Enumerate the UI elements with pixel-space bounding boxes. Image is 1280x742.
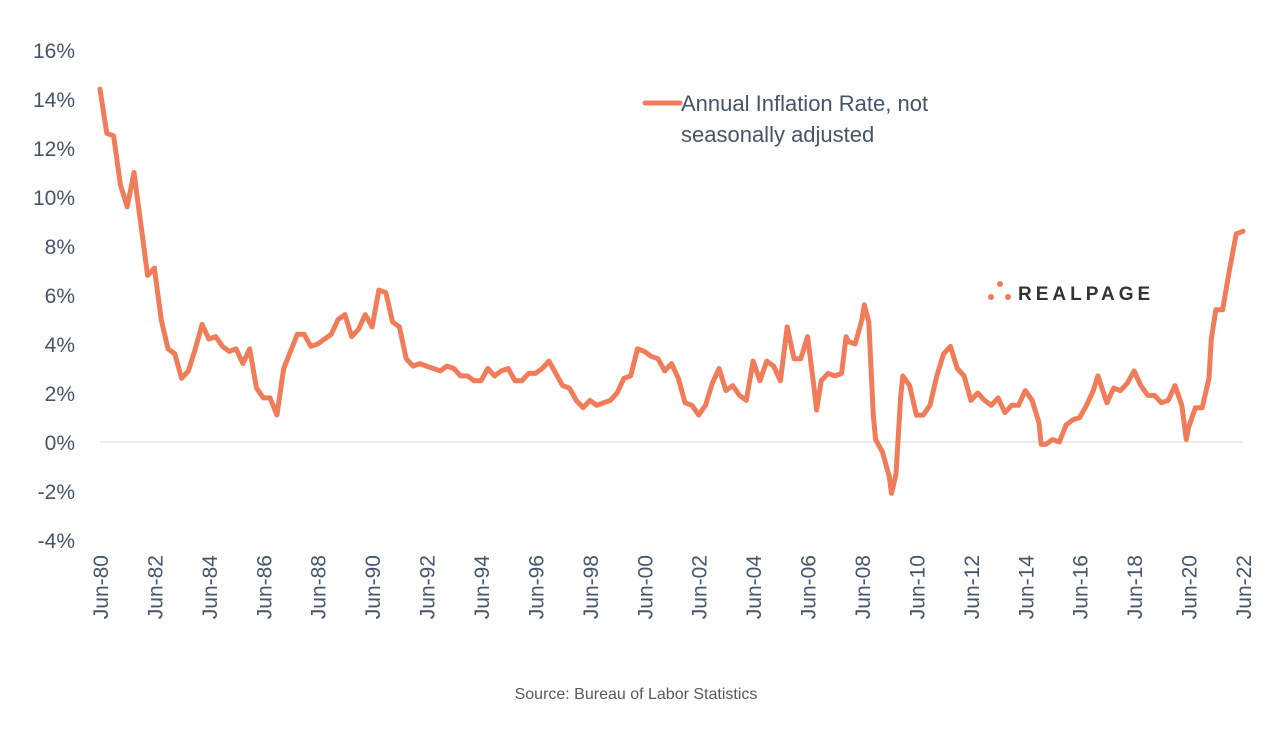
y-axis: -4% -2% 0% 2% 4% 6% 8% 10% 12% 14% 16% <box>33 40 75 553</box>
x-axis: Jun-80 Jun-82 Jun-84 Jun-86 Jun-88 Jun-90 Jun-… <box>90 555 1256 620</box>
x-tick-label: Jun-08 <box>852 555 875 619</box>
x-tick-label: Jun-04 <box>743 555 766 620</box>
y-tick-label: -2% <box>38 481 75 504</box>
series-group <box>97 86 1246 496</box>
x-tick-label: Jun-84 <box>199 555 222 620</box>
x-tick-label: Jun-90 <box>362 555 385 619</box>
realpage-logo: REALPAGE <box>988 281 1154 305</box>
y-tick-label: 2% <box>45 383 75 406</box>
x-tick-label: Jun-12 <box>961 555 984 619</box>
x-tick-label: Jun-06 <box>798 555 821 619</box>
legend-label: Annual Inflation Rate, not seasonally adj… <box>681 91 928 147</box>
y-tick-label: 0% <box>45 432 75 455</box>
x-tick-label: Jun-10 <box>906 555 929 619</box>
x-tick-label: Jun-02 <box>689 555 712 619</box>
logo-text: REALPAGE <box>1018 284 1154 305</box>
x-tick-label: Jun-80 <box>90 555 113 619</box>
logo-dot-icon <box>997 281 1003 287</box>
x-tick-label: Jun-96 <box>525 555 548 619</box>
x-tick-label: Jun-22 <box>1233 555 1256 619</box>
x-tick-label: Jun-82 <box>144 555 167 619</box>
y-tick-label: 6% <box>45 285 75 308</box>
y-tick-label: 10% <box>33 187 75 210</box>
y-tick-label: 12% <box>33 138 75 161</box>
source-note: Source: Bureau of Labor Statistics <box>514 686 758 703</box>
x-tick-label: Jun-86 <box>253 555 276 619</box>
y-tick-label: 4% <box>45 334 75 357</box>
x-tick-label: Jun-88 <box>308 555 331 619</box>
x-tick-label: Jun-98 <box>580 555 603 619</box>
legend: Annual Inflation Rate, not seasonally adj… <box>642 91 928 147</box>
x-tick-label: Jun-18 <box>1124 555 1147 619</box>
x-tick-label: Jun-92 <box>417 555 440 619</box>
y-tick-label: -4% <box>38 530 75 553</box>
x-tick-label: Jun-94 <box>471 555 494 620</box>
x-tick-label: Jun-00 <box>634 555 657 619</box>
y-tick-label: 14% <box>33 89 75 112</box>
logo-dot-icon <box>1005 294 1011 300</box>
y-tick-label: 16% <box>33 40 75 63</box>
inflation-series-line <box>97 86 1246 496</box>
logo-dot-icon <box>988 294 994 300</box>
x-tick-label: Jun-20 <box>1179 555 1202 619</box>
x-tick-label: Jun-16 <box>1070 555 1093 619</box>
x-tick-label: Jun-14 <box>1015 555 1038 620</box>
y-tick-label: 8% <box>45 236 75 259</box>
